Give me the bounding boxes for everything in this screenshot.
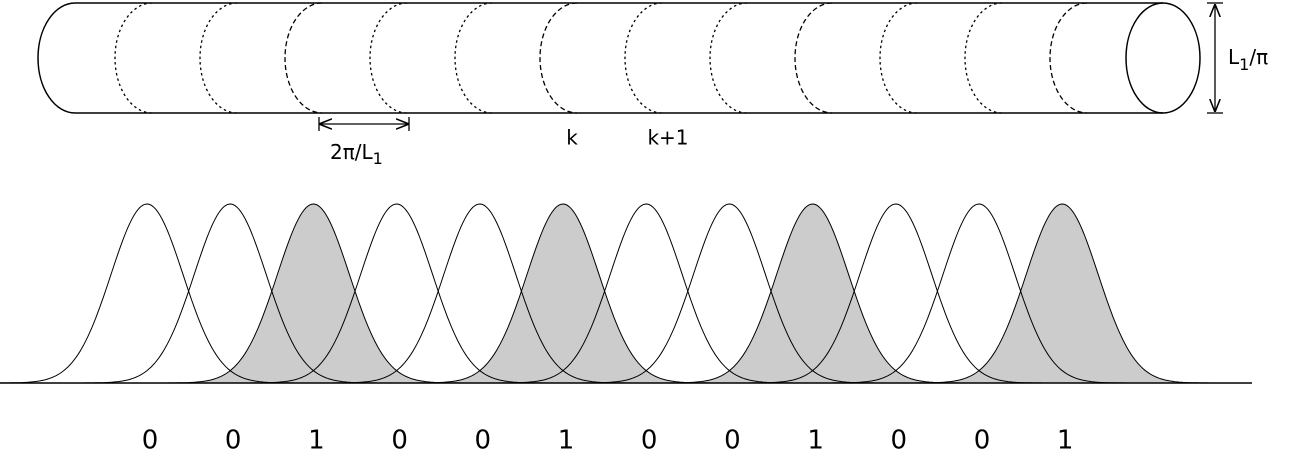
pulse-fill — [911, 204, 1213, 383]
pulse-fills — [162, 204, 1213, 383]
pulse — [578, 203, 881, 384]
bit-label: 0 — [974, 426, 991, 456]
bit-label: 1 — [807, 426, 824, 456]
pulse — [162, 203, 465, 384]
bit-label: 0 — [724, 426, 741, 456]
pulse-fill — [162, 204, 465, 383]
pulse-fill — [661, 204, 964, 383]
ring — [624, 2, 663, 114]
bit-label: 0 — [475, 426, 492, 456]
bit-labels: 0 0 1 0 0 1 0 0 1 0 0 1 — [142, 426, 1074, 456]
pulse — [0, 203, 298, 384]
pulse — [328, 203, 631, 384]
bit-label: 0 — [641, 426, 658, 456]
bit-label: 1 — [308, 426, 325, 456]
ring — [199, 2, 238, 114]
ring — [794, 2, 833, 114]
index-label: k — [566, 126, 578, 150]
index-label: k+1 — [647, 126, 688, 150]
bit-label: 1 — [1057, 426, 1074, 456]
ring — [709, 2, 748, 114]
ring — [114, 2, 153, 114]
cylinder — [37, 2, 1201, 114]
pulse — [245, 203, 548, 384]
pulse — [411, 203, 714, 384]
ring — [1049, 2, 1088, 114]
ring — [879, 2, 918, 114]
bit-label: 0 — [142, 426, 159, 456]
bit-label: 0 — [891, 426, 908, 456]
pulse-fill — [411, 204, 714, 383]
bit-label: 0 — [391, 426, 408, 456]
pulse — [827, 203, 1130, 384]
pulse — [79, 203, 381, 384]
bit-label: 1 — [558, 426, 575, 456]
cylinder-rings — [114, 2, 1088, 114]
bit-label: 0 — [225, 426, 242, 456]
diameter-label: L1/π — [1228, 45, 1268, 74]
ring — [454, 2, 493, 114]
ring — [539, 2, 578, 114]
pulse-curves — [0, 203, 1213, 384]
pulse — [744, 203, 1047, 384]
ring — [284, 2, 323, 114]
ring — [964, 2, 1003, 114]
pulse — [911, 203, 1213, 384]
ring — [369, 2, 408, 114]
pulse — [661, 203, 964, 384]
period-label: 2π/L1 — [330, 140, 383, 168]
pulse — [495, 203, 797, 384]
